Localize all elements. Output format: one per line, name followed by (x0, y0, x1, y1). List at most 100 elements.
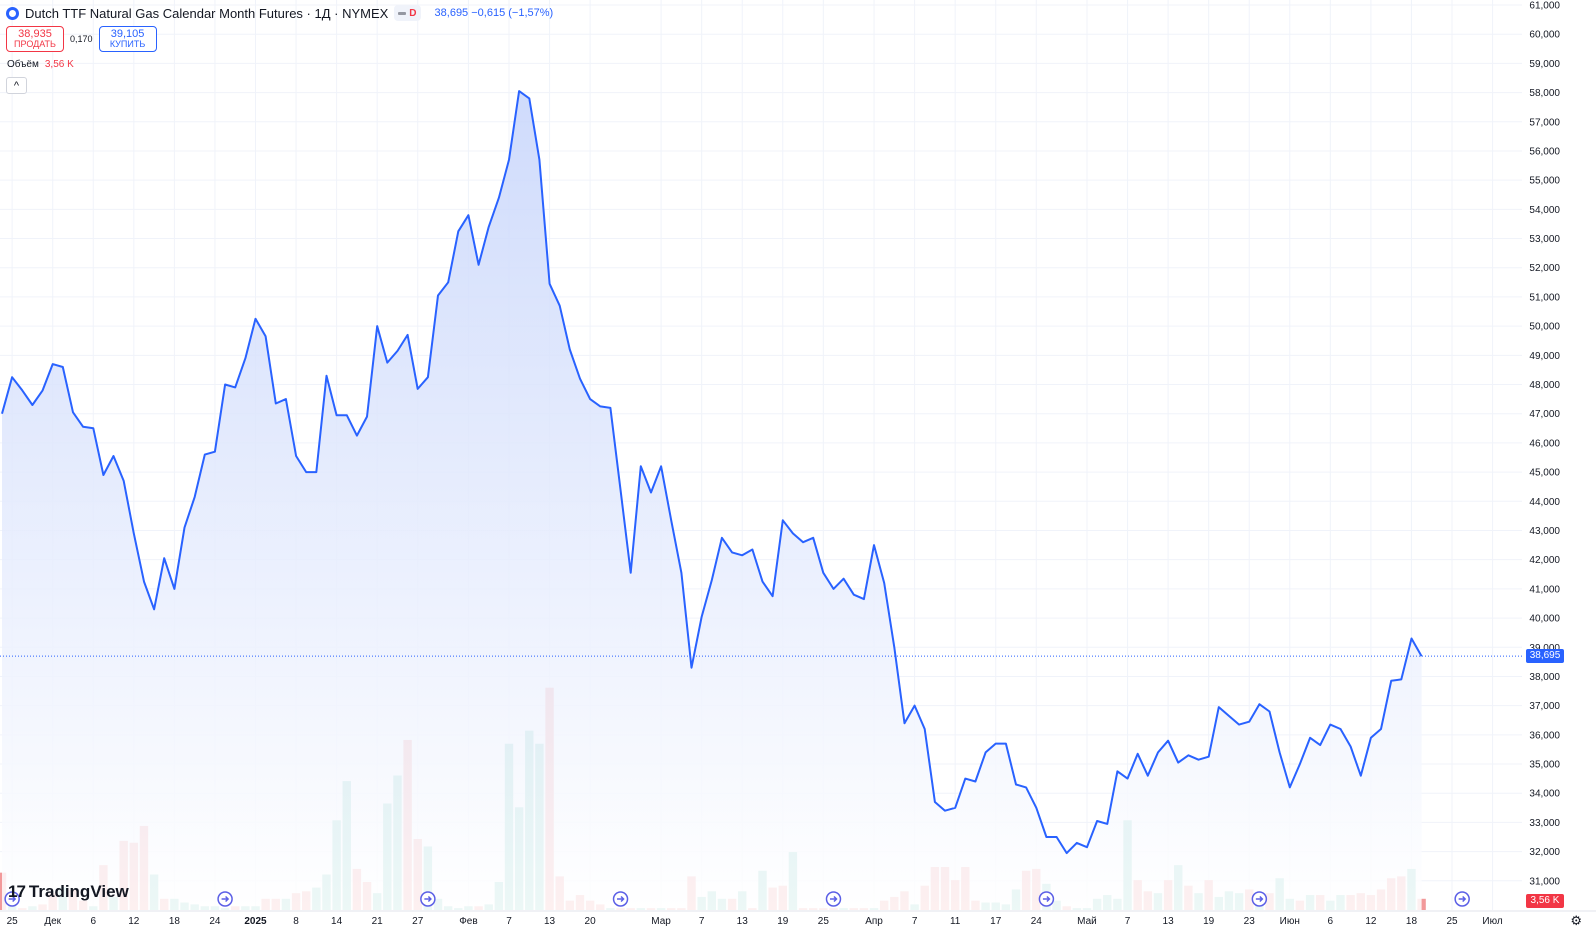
x-tick-label: 14 (331, 916, 343, 927)
delayed-badge: D (409, 7, 417, 19)
x-tick-label: Апр (865, 916, 883, 927)
x-tick-label: Фев (459, 916, 477, 927)
sell-button[interactable]: 38,935 ПРОДАТЬ (6, 26, 64, 52)
y-tick-label: 34,000 (1529, 789, 1560, 800)
y-tick-label: 38,000 (1529, 672, 1560, 683)
event-markers (4, 891, 1470, 907)
price-area (1, 90, 1423, 911)
sell-label: ПРОДАТЬ (14, 39, 56, 50)
y-tick-label: 31,000 (1529, 876, 1560, 887)
tradingview-mark-icon: 17 (8, 882, 26, 901)
x-tick-label: 13 (544, 916, 556, 927)
x-tick-label: 7 (912, 916, 918, 927)
x-tick-label: 25 (1446, 916, 1458, 927)
x-tick-label: 18 (1406, 916, 1418, 927)
symbol-header: Dutch TTF Natural Gas Calendar Month Fut… (6, 5, 553, 21)
event-marker-icon (217, 891, 233, 907)
price-line (1, 90, 1423, 855)
gear-icon[interactable]: ⚙ (1570, 913, 1582, 928)
x-tick-label: Июн (1280, 916, 1300, 927)
y-tick-label: 46,000 (1529, 438, 1560, 449)
y-tick-label: 37,000 (1529, 701, 1560, 712)
event-marker-icon (420, 891, 436, 907)
y-tick-label: 36,000 (1529, 730, 1560, 741)
last-price: 38,695 (434, 7, 469, 19)
volume-legend[interactable]: Объём 3,56 K (7, 59, 74, 70)
symbol-logo-icon (6, 6, 19, 20)
last-price-change: 38,695 −0,615 (−1,57%) (435, 7, 554, 19)
y-tick-label: 49,000 (1529, 351, 1560, 362)
y-tick-label: 35,000 (1529, 760, 1560, 771)
y-tick-label: 52,000 (1529, 263, 1560, 274)
buy-label: КУПИТЬ (109, 39, 146, 50)
y-tick-label: 48,000 (1529, 380, 1560, 391)
y-tick-label: 60,000 (1529, 30, 1560, 41)
y-tick-label: 51,000 (1529, 292, 1560, 303)
y-tick-label: 54,000 (1529, 205, 1560, 216)
x-tick-label: 12 (1365, 916, 1377, 927)
x-tick-label: 27 (412, 916, 424, 927)
y-tick-label: 59,000 (1529, 59, 1560, 70)
collapse-legend-button[interactable]: ^ (6, 77, 27, 94)
x-tick-label: 8 (293, 916, 299, 927)
x-tick-label: 12 (128, 916, 140, 927)
trade-panel: 38,935 ПРОДАТЬ 0,170 39,105 КУПИТЬ (6, 26, 157, 52)
event-marker-icon (4, 891, 20, 907)
data-mode-chip[interactable]: D (394, 5, 421, 21)
y-tick-label: 50,000 (1529, 322, 1560, 333)
event-marker-icon (1454, 891, 1470, 907)
event-marker-icon (612, 891, 629, 907)
y-tick-label: 40,000 (1529, 614, 1560, 625)
symbol-title[interactable]: Dutch TTF Natural Gas Calendar Month Fut… (25, 5, 389, 21)
x-tick-label: 17 (990, 916, 1002, 927)
x-tick-label: 7 (699, 916, 705, 927)
x-tick-label: 13 (737, 916, 749, 927)
x-tick-label: 11 (950, 916, 961, 927)
x-tick-label: 19 (777, 916, 789, 927)
y-tick-label: 47,000 (1529, 409, 1560, 420)
current-price-tag: 38,695 (1526, 649, 1564, 664)
y-tick-label: 41,000 (1529, 584, 1560, 595)
tradingview-logo[interactable]: 17 TradingView (8, 882, 129, 902)
x-tick-label: 19 (1203, 916, 1215, 927)
volume-label: Объём (7, 59, 39, 70)
x-tick-label: 6 (1328, 916, 1334, 927)
event-marker-icon (1251, 891, 1268, 907)
x-tick-label: 7 (506, 916, 512, 927)
event-marker-icon (1038, 891, 1055, 907)
y-tick-label: 55,000 (1529, 176, 1560, 187)
x-tick-label: Дек (44, 916, 61, 927)
x-tick-label: 7 (1125, 916, 1131, 927)
current-volume-tag: 3,56 K (1526, 893, 1564, 908)
spread-value: 0,170 (70, 34, 93, 44)
x-tick-label: 6 (90, 916, 96, 927)
mode-dash-icon (398, 11, 407, 15)
y-tick-label: 58,000 (1529, 88, 1560, 99)
time-axis[interactable]: 25 Дек 6 12 18 24 2025 8 14 21 27 Фев 7 13 20 Мар 7 13 19 2… (0, 910, 1596, 927)
x-tick-label: 2025 (244, 916, 267, 927)
y-tick-label: 61,000 (1529, 1, 1560, 12)
price-axis[interactable]: 31,000 32,000 33,000 34,000 35,000 36,000 37,0… (1529, 1, 1560, 888)
x-tick-label: 23 (1244, 916, 1256, 927)
buy-button[interactable]: 39,105 КУПИТЬ (98, 26, 157, 52)
x-tick-label: 13 (1163, 916, 1175, 927)
y-tick-label: 42,000 (1529, 555, 1560, 566)
x-tick-label: 25 (7, 916, 19, 927)
event-marker-icon (825, 891, 842, 907)
volume-bar (1417, 898, 1426, 910)
sell-price: 38,935 (18, 27, 52, 40)
y-tick-label: 32,000 (1529, 847, 1560, 858)
x-tick-label: 24 (209, 916, 221, 927)
price-area-fill (2, 91, 1422, 911)
price-change: −0,615 (−1,57%) (471, 7, 554, 19)
buy-price: 39,105 (110, 27, 145, 40)
y-tick-label: 39,000 (1529, 643, 1560, 654)
y-tick-label: 57,000 (1529, 117, 1560, 128)
x-tick-label: 24 (1031, 916, 1043, 927)
x-tick-label: Мар (651, 916, 671, 927)
volume-value: 3,56 K (44, 59, 74, 70)
x-tick-label: Июл (1482, 916, 1502, 927)
y-tick-label: 53,000 (1529, 234, 1560, 245)
x-tick-label: Май (1077, 916, 1097, 927)
